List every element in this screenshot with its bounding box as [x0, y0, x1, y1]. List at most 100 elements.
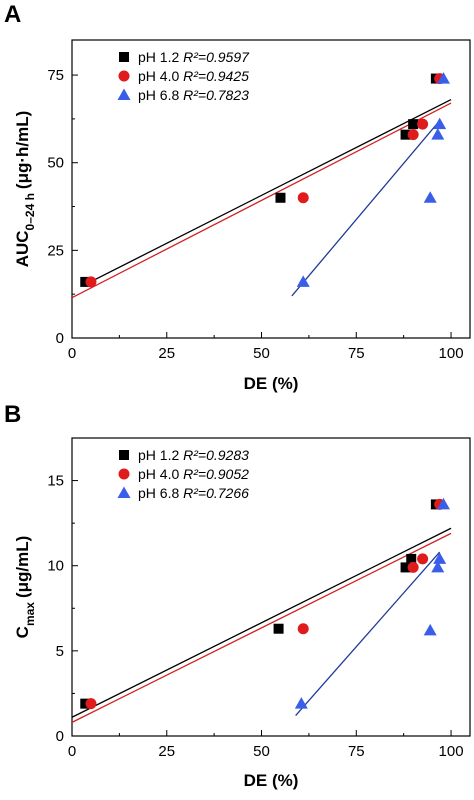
- panel-a-legend-r2-2: R²=0.9425: [183, 68, 249, 84]
- panel-b-series-2-point-2: [297, 623, 309, 635]
- panel-b-x-tick-label-4: 75: [348, 743, 365, 760]
- panel-b-legend-label-1: pH 1.2 R²=0.9283: [138, 447, 249, 463]
- panel-a-y-tick-label-3: 50: [47, 155, 64, 172]
- panel-a-series-1-point-4: [408, 119, 419, 130]
- panel-a-y-label-main: AUC: [13, 230, 32, 267]
- panel-b-x-tick-label-2: 25: [158, 743, 175, 760]
- panel-a-series-2-point-1: [85, 276, 97, 288]
- panel-a-series-2-point-3: [407, 129, 419, 141]
- panel-a-letter: A: [4, 1, 21, 28]
- panel-b-series-1-point-3: [400, 562, 411, 573]
- panel-b-series-2-point-3: [407, 561, 419, 573]
- panel-a-legend-r2-1: R²=0.9597: [183, 49, 250, 65]
- panel-b-y-tick-label-2: 5: [56, 643, 64, 660]
- panel-b-legend-label-2: pH 4.0 R²=0.9052: [138, 466, 249, 482]
- panel-a-legend-series-name-2: pH 4.0: [138, 68, 183, 84]
- panel-a-y-ticks: 0 25 50 75: [47, 67, 78, 347]
- panel-a-plot-frame: [71, 39, 471, 339]
- panel-a-fit-line-2: [71, 102, 452, 299]
- panel-a-x-tick-label-2: 25: [158, 345, 175, 362]
- panel-b-y-ticks: 0 5 10 15: [47, 473, 78, 745]
- panel-b-series-3-point-2: [423, 623, 437, 636]
- panel-b-series-3-point-5: [436, 497, 450, 510]
- panel-b-fit-line-1: [71, 527, 452, 718]
- panel-b-x-ticks: 0 25 50 75 100: [68, 730, 464, 760]
- panel-b-y-tick-label-1: 0: [56, 728, 64, 745]
- panel-b-legend-marker-1: [119, 450, 129, 460]
- panel-b-legend-r2-3: R²=0.7266: [183, 485, 249, 501]
- panel-b-plot-frame: [71, 437, 471, 737]
- panel-a-legend-series-name-3: pH 6.8: [138, 87, 183, 103]
- panel-a-legend-marker-2: [118, 70, 130, 82]
- panel-a-y-label-sub: 0–24 h: [23, 193, 37, 230]
- panel-a-x-tick-label-1: 0: [68, 345, 76, 362]
- panel-b-x-tick-label-5: 100: [439, 743, 464, 760]
- panel-a-legend-r2-3: R²=0.7823: [183, 87, 249, 103]
- panel-a-fit-line-3: [291, 120, 441, 297]
- panel-a-x-tick-label-4: 75: [348, 345, 365, 362]
- panel-a-legend-series-name-1: pH 1.2: [138, 49, 183, 65]
- panel-b-legend-series-name-1: pH 1.2: [138, 447, 183, 463]
- panel-b-series-2-point-1: [85, 698, 97, 710]
- panel-b-legend-r2-2: R²=0.9052: [183, 466, 249, 482]
- panel-a-y-axis-label: AUC0–24 h (μg·h/mL): [13, 111, 37, 268]
- panel-a-series-3-point-1: [296, 275, 310, 287]
- panel-b-series-2-point-4: [417, 553, 429, 565]
- panel-a-y-tick-label-1: 0: [56, 330, 64, 347]
- panel-a-series-1-point-3: [400, 129, 411, 140]
- panel-b-fit-line-3: [295, 551, 441, 716]
- panel-b-fit-line-2: [71, 532, 452, 723]
- panel-b-series-3-point-4: [433, 552, 447, 564]
- panel-b-letter: B: [4, 401, 21, 428]
- panel-a-markers: [80, 72, 450, 288]
- panel-b-legend-marker-3: [117, 486, 131, 498]
- panel-b-series-3-point-3: [431, 560, 445, 573]
- panel-a-legend-label-3: pH 6.8 R²=0.7823: [138, 87, 249, 103]
- panel-b-legend-r2-1: R²=0.9283: [183, 447, 249, 463]
- panel-b-legend-series-name-2: pH 4.0: [138, 466, 183, 482]
- panel-a-series-3-point-2: [423, 191, 437, 203]
- panel-b-y-tick-label-4: 15: [47, 473, 64, 490]
- panel-b-y-axis-label: Cmax (μg/mL): [13, 536, 37, 639]
- panel-b-y-label-unit: (μg/mL): [13, 536, 32, 598]
- panel-b-y-tick-label-3: 10: [47, 558, 64, 575]
- panel-b-series-1-point-4: [406, 553, 417, 564]
- panel-a-legend-label-1: pH 1.2 R²=0.9597: [138, 49, 250, 65]
- panel-a-legend-label-2: pH 4.0 R²=0.9425: [138, 68, 249, 84]
- panel-a-series-3-point-3: [431, 128, 445, 140]
- panel-a-legend-marker-3: [117, 88, 131, 100]
- panel-a-y-tick-label-4: 75: [47, 67, 64, 84]
- panel-a-fit-line-1: [83, 99, 452, 286]
- panel-a-x-tick-label-3: 50: [253, 345, 270, 362]
- panel-a-fit-lines: [71, 99, 452, 299]
- panel-b-series-1-point-1: [80, 698, 91, 709]
- panel-a-legend-marker-1: [119, 52, 129, 62]
- panel-a-series-2-point-4: [417, 118, 429, 130]
- panel-a-series-2-point-2: [297, 192, 309, 204]
- panel-b-series-3-point-1: [294, 697, 308, 709]
- panel-a-series-3-point-5: [436, 72, 450, 84]
- panel-b-series-1-point-2: [273, 623, 284, 634]
- panel-b-legend-marker-2: [118, 468, 130, 480]
- panel-b-y-label-main: C: [13, 626, 32, 638]
- panel-b-x-axis-label: DE (%): [244, 771, 299, 790]
- panel-a-y-tick-label-2: 25: [47, 242, 64, 259]
- panel-a-x-tick-label-5: 100: [439, 345, 464, 362]
- panel-b-markers: [80, 497, 450, 710]
- panel-a-y-label-unit: (μg·h/mL): [13, 111, 32, 189]
- panel-b-y-label-sub: max: [23, 602, 37, 626]
- panel-b-x-tick-label-3: 50: [253, 743, 270, 760]
- panel-a-x-ticks: 0 25 50 75 100: [68, 332, 464, 362]
- panel-b-legend-label-3: pH 6.8 R²=0.7266: [138, 485, 249, 501]
- panel-a-series-3-point-4: [433, 117, 447, 130]
- panel-b-legend-series-name-3: pH 6.8: [138, 485, 183, 501]
- panel-b-x-tick-label-1: 0: [68, 743, 76, 760]
- panel-a-x-axis-label: DE (%): [244, 374, 299, 393]
- panel-a-series-1-point-2: [275, 192, 286, 203]
- panel-a-series-1-point-1: [80, 276, 91, 287]
